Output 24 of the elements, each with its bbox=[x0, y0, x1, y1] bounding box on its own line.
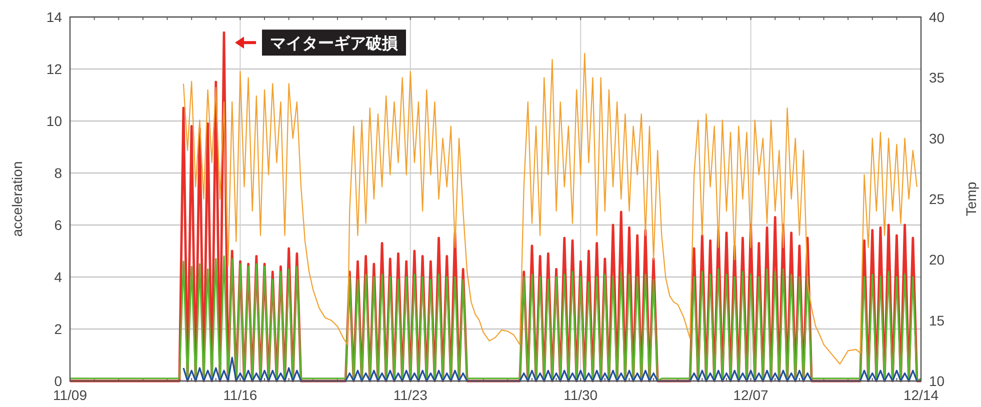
y-tick-label: 6 bbox=[54, 217, 62, 233]
y-tick-label: 2 bbox=[54, 321, 62, 337]
x-tick-label: 11/23 bbox=[393, 387, 428, 403]
y-tick-label: 12 bbox=[46, 61, 62, 77]
y2-tick-label: 15 bbox=[929, 312, 945, 328]
x-tick-label: 12/07 bbox=[733, 387, 769, 403]
y2-tick-label: 40 bbox=[929, 9, 945, 25]
y-tick-label: 10 bbox=[46, 113, 62, 129]
x-tick-label: 12/14 bbox=[903, 387, 939, 403]
y-tick-label: 14 bbox=[46, 9, 62, 25]
x-tick-label: 11/09 bbox=[53, 387, 88, 403]
y-axis-title: acceleration bbox=[9, 161, 25, 237]
y-tick-label: 4 bbox=[54, 269, 62, 285]
y2-tick-label: 10 bbox=[929, 373, 945, 389]
y2-tick-label: 30 bbox=[929, 130, 945, 146]
y2-tick-label: 25 bbox=[929, 191, 945, 207]
y2-tick-label: 35 bbox=[929, 70, 945, 86]
annotation: マイターギア破損 bbox=[270, 34, 398, 53]
y-tick-label: 0 bbox=[54, 373, 62, 389]
y2-tick-label: 20 bbox=[929, 252, 945, 268]
x-tick-label: 11/30 bbox=[564, 387, 598, 403]
y-tick-label: 8 bbox=[54, 165, 62, 181]
y2-axis-title: Temp bbox=[963, 182, 979, 216]
x-tick-label: 11/16 bbox=[223, 387, 258, 403]
